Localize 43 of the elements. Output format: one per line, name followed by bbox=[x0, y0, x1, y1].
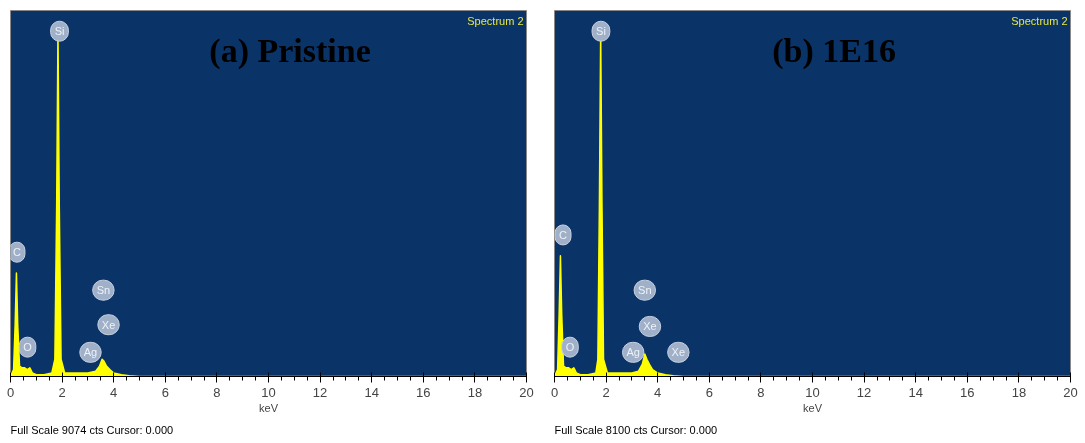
annotation: Sn bbox=[96, 284, 111, 297]
annotation: Xe bbox=[643, 320, 657, 333]
x-tick-label: 0 bbox=[6, 384, 15, 400]
x-tick-label: 0 bbox=[550, 384, 559, 400]
x-tick-label: 6 bbox=[705, 384, 713, 400]
annotation: Ag bbox=[626, 346, 640, 359]
text: Spectrum 2 bbox=[1011, 14, 1068, 27]
chart-title: (b) 1E16 bbox=[772, 32, 896, 71]
x-tick-label: 16 bbox=[416, 384, 431, 400]
annotation: O bbox=[23, 341, 33, 354]
x-tick-label: 4 bbox=[654, 384, 662, 400]
x-tick-label: 14 bbox=[364, 384, 379, 400]
chart-title: (a) Pristine bbox=[209, 32, 371, 71]
x-axis-title: keV bbox=[803, 401, 823, 414]
x-tick-label: 6 bbox=[161, 384, 169, 400]
x-tick-label: 20 bbox=[519, 384, 534, 400]
annotation: C bbox=[559, 228, 568, 241]
x-tick-label: 4 bbox=[110, 384, 118, 400]
annotation: Si bbox=[54, 25, 65, 38]
annotation: Si bbox=[596, 25, 606, 38]
annotation: Ag bbox=[83, 346, 98, 359]
x-tick-label: 14 bbox=[908, 384, 923, 400]
x-tick-label: 18 bbox=[1011, 384, 1027, 400]
annotation: Xe bbox=[101, 318, 116, 331]
x-tick-label: 8 bbox=[757, 384, 765, 400]
x-tick-label: 8 bbox=[213, 384, 221, 400]
x-tick-label: 2 bbox=[602, 384, 610, 400]
text: Full Scale 9074 cts Cursor: 0.000 bbox=[10, 423, 174, 436]
annotation: C bbox=[12, 246, 21, 259]
annotation: Xe bbox=[671, 346, 686, 359]
text: Spectrum 2 bbox=[467, 14, 524, 27]
x-tick-label: 12 bbox=[312, 384, 328, 400]
annotation: Sn bbox=[638, 284, 652, 297]
x-tick-label: 10 bbox=[805, 384, 820, 400]
text: Full Scale 8100 cts Cursor: 0.000 bbox=[554, 423, 718, 436]
x-tick-label: 18 bbox=[467, 384, 483, 400]
x-tick-label: 10 bbox=[261, 384, 276, 400]
x-tick-label: 16 bbox=[960, 384, 975, 400]
x-axis-title: keV bbox=[259, 401, 279, 414]
annotation: O bbox=[565, 341, 575, 354]
x-tick-label: 20 bbox=[1063, 384, 1078, 400]
x-tick-label: 12 bbox=[856, 384, 872, 400]
x-tick-label: 2 bbox=[58, 384, 66, 400]
